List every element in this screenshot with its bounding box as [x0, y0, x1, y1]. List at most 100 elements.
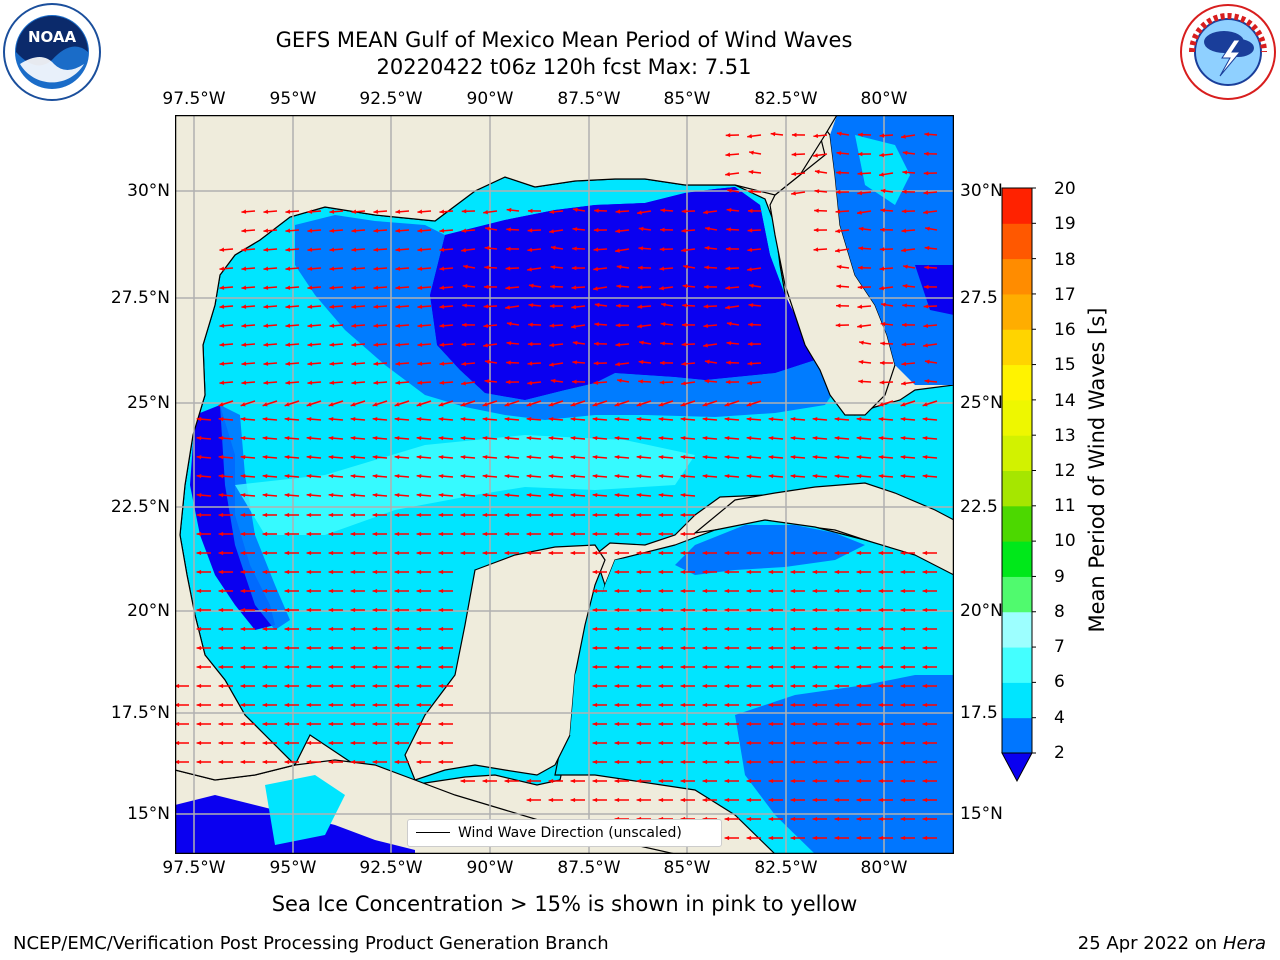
wave-direction-arrowhead: [461, 209, 467, 214]
wave-direction-arrowhead: [922, 835, 928, 841]
wave-direction-arrowhead: [240, 702, 246, 708]
wave-direction-arrowhead: [923, 190, 929, 195]
wave-direction-arrowhead: [328, 740, 334, 746]
wave-direction-arrowhead: [306, 473, 312, 479]
wave-direction-arrowhead: [351, 247, 357, 252]
colorbar-tick: 11: [1054, 496, 1076, 516]
map-panel: [175, 115, 954, 854]
wave-direction-arrowhead: [593, 361, 599, 366]
wave-direction-arrowhead: [922, 402, 928, 407]
wave-direction-arrowhead: [263, 342, 269, 347]
colorbar-tick: 2: [1054, 743, 1065, 763]
credit-text: NCEP/EMC/Verification Post Processing Pr…: [13, 933, 609, 954]
wave-direction-arrowhead: [922, 797, 928, 803]
wave-direction-arrowhead: [900, 402, 906, 407]
wave-direction-arrowhead: [460, 473, 466, 479]
colorbar-tick: 19: [1054, 214, 1076, 234]
wave-direction-arrowhead: [790, 778, 796, 784]
wave-direction-arrowhead: [482, 473, 488, 479]
colorbar-segment: [1002, 647, 1032, 683]
wave-direction-arrowhead: [878, 778, 884, 784]
wave-direction-arrowhead: [638, 379, 643, 384]
wave-direction-arrowhead: [812, 550, 818, 556]
wave-direction-arrowhead: [416, 721, 422, 727]
wave-direction-arrowhead: [834, 835, 840, 841]
wave-direction-arrowhead: [659, 360, 665, 366]
wave-direction-arrowhead: [681, 322, 687, 328]
wave-direction-arrowhead: [834, 550, 840, 556]
wave-direction-arrowhead: [922, 473, 928, 479]
wave-direction-arrowhead: [900, 835, 906, 841]
wave-direction-arrowhead: [616, 284, 622, 289]
wave-direction-arrowhead: [725, 266, 731, 271]
wave-direction-arrowhead: [394, 759, 400, 765]
wave-direction-arrowhead: [878, 797, 884, 803]
wave-direction-arrowhead: [705, 226, 710, 231]
wave-direction-arrowhead: [372, 492, 378, 498]
wave-direction-arrowhead: [284, 626, 290, 632]
wave-direction-arrowhead: [724, 607, 730, 613]
wave-direction-arrowhead: [196, 702, 202, 708]
wave-direction-arrowhead: [636, 435, 642, 441]
wave-direction-arrowhead: [660, 227, 665, 232]
wave-direction-arrowhead: [680, 531, 686, 537]
wave-direction-arrowhead: [526, 402, 532, 407]
wave-direction-arrowhead: [614, 645, 620, 651]
wave-direction-arrowhead: [724, 664, 730, 670]
wave-direction-arrowhead: [858, 265, 863, 270]
north-coast-land: [175, 115, 954, 781]
wave-direction-arrowhead: [350, 402, 356, 407]
wave-direction-arrowhead: [768, 835, 774, 841]
wave-direction-arrowhead: [416, 702, 422, 708]
lat-tick-right: 22.5: [960, 497, 998, 517]
wave-direction-arrowhead: [614, 454, 620, 460]
wave-direction-arrowhead: [724, 435, 730, 441]
wave-direction-arrowhead: [812, 473, 818, 479]
wave-direction-arrowhead: [747, 380, 753, 386]
wave-direction-arrowhead: [790, 607, 796, 613]
map-legend: Wind Wave Direction (unscaled): [407, 819, 722, 847]
wave-direction-arrowhead: [857, 285, 863, 290]
wave-direction-arrowhead: [240, 569, 246, 575]
wave-direction-arrowhead: [196, 531, 202, 537]
lat-tick-left: 25°N: [127, 393, 170, 413]
wave-direction-arrowhead: [902, 283, 908, 289]
wave-direction-arrowhead: [747, 228, 753, 233]
gridlines: [175, 115, 954, 854]
wave-direction-arrowhead: [658, 531, 664, 537]
wave-direction-arrowhead: [747, 267, 752, 272]
wave-direction-arrowhead: [746, 454, 752, 460]
wave-direction-arrowhead: [351, 361, 357, 366]
wave-direction-arrowhead: [284, 569, 290, 575]
wave-direction-arrowhead: [505, 305, 510, 310]
wave-direction-arrowhead: [350, 473, 356, 479]
wave-direction-arrowhead: [285, 342, 291, 347]
dark-blue-region: [915, 265, 954, 315]
wave-direction-arrowhead: [856, 607, 862, 613]
wave-direction-arrowhead: [857, 324, 862, 329]
light-cyan-region: [235, 435, 695, 535]
wave-direction-arrowhead: [878, 402, 884, 407]
wave-direction-arrowhead: [878, 416, 884, 422]
wave-direction-arrowhead: [241, 304, 247, 309]
wave-direction-arrowhead: [218, 607, 224, 613]
wave-direction-arrowhead: [218, 759, 224, 765]
colorbar-tick: 12: [1054, 461, 1076, 481]
wave-direction-arrowhead: [812, 759, 818, 765]
wave-direction-arrowhead: [702, 588, 708, 594]
wave-direction-arrowhead: [262, 588, 268, 594]
wave-direction-arrowhead: [196, 588, 202, 594]
wave-direction-arrowhead: [704, 245, 710, 251]
wave-direction-arrowhead: [790, 588, 796, 594]
wave-direction-arrowhead: [416, 645, 422, 651]
wave-direction-arrowhead: [702, 645, 708, 651]
wave-direction-arrowhead: [328, 626, 334, 632]
wave-direction-arrowhead: [768, 473, 774, 479]
wave-direction-arrowhead: [900, 816, 906, 822]
wave-direction-arrowhead: [856, 683, 862, 689]
wave-direction-arrowhead: [900, 607, 906, 613]
wave-direction-arrowhead: [504, 435, 510, 441]
wave-direction-arrowhead: [438, 550, 444, 556]
wave-direction-arrowhead: [550, 265, 556, 270]
colorbar-tick: 7: [1054, 637, 1065, 657]
